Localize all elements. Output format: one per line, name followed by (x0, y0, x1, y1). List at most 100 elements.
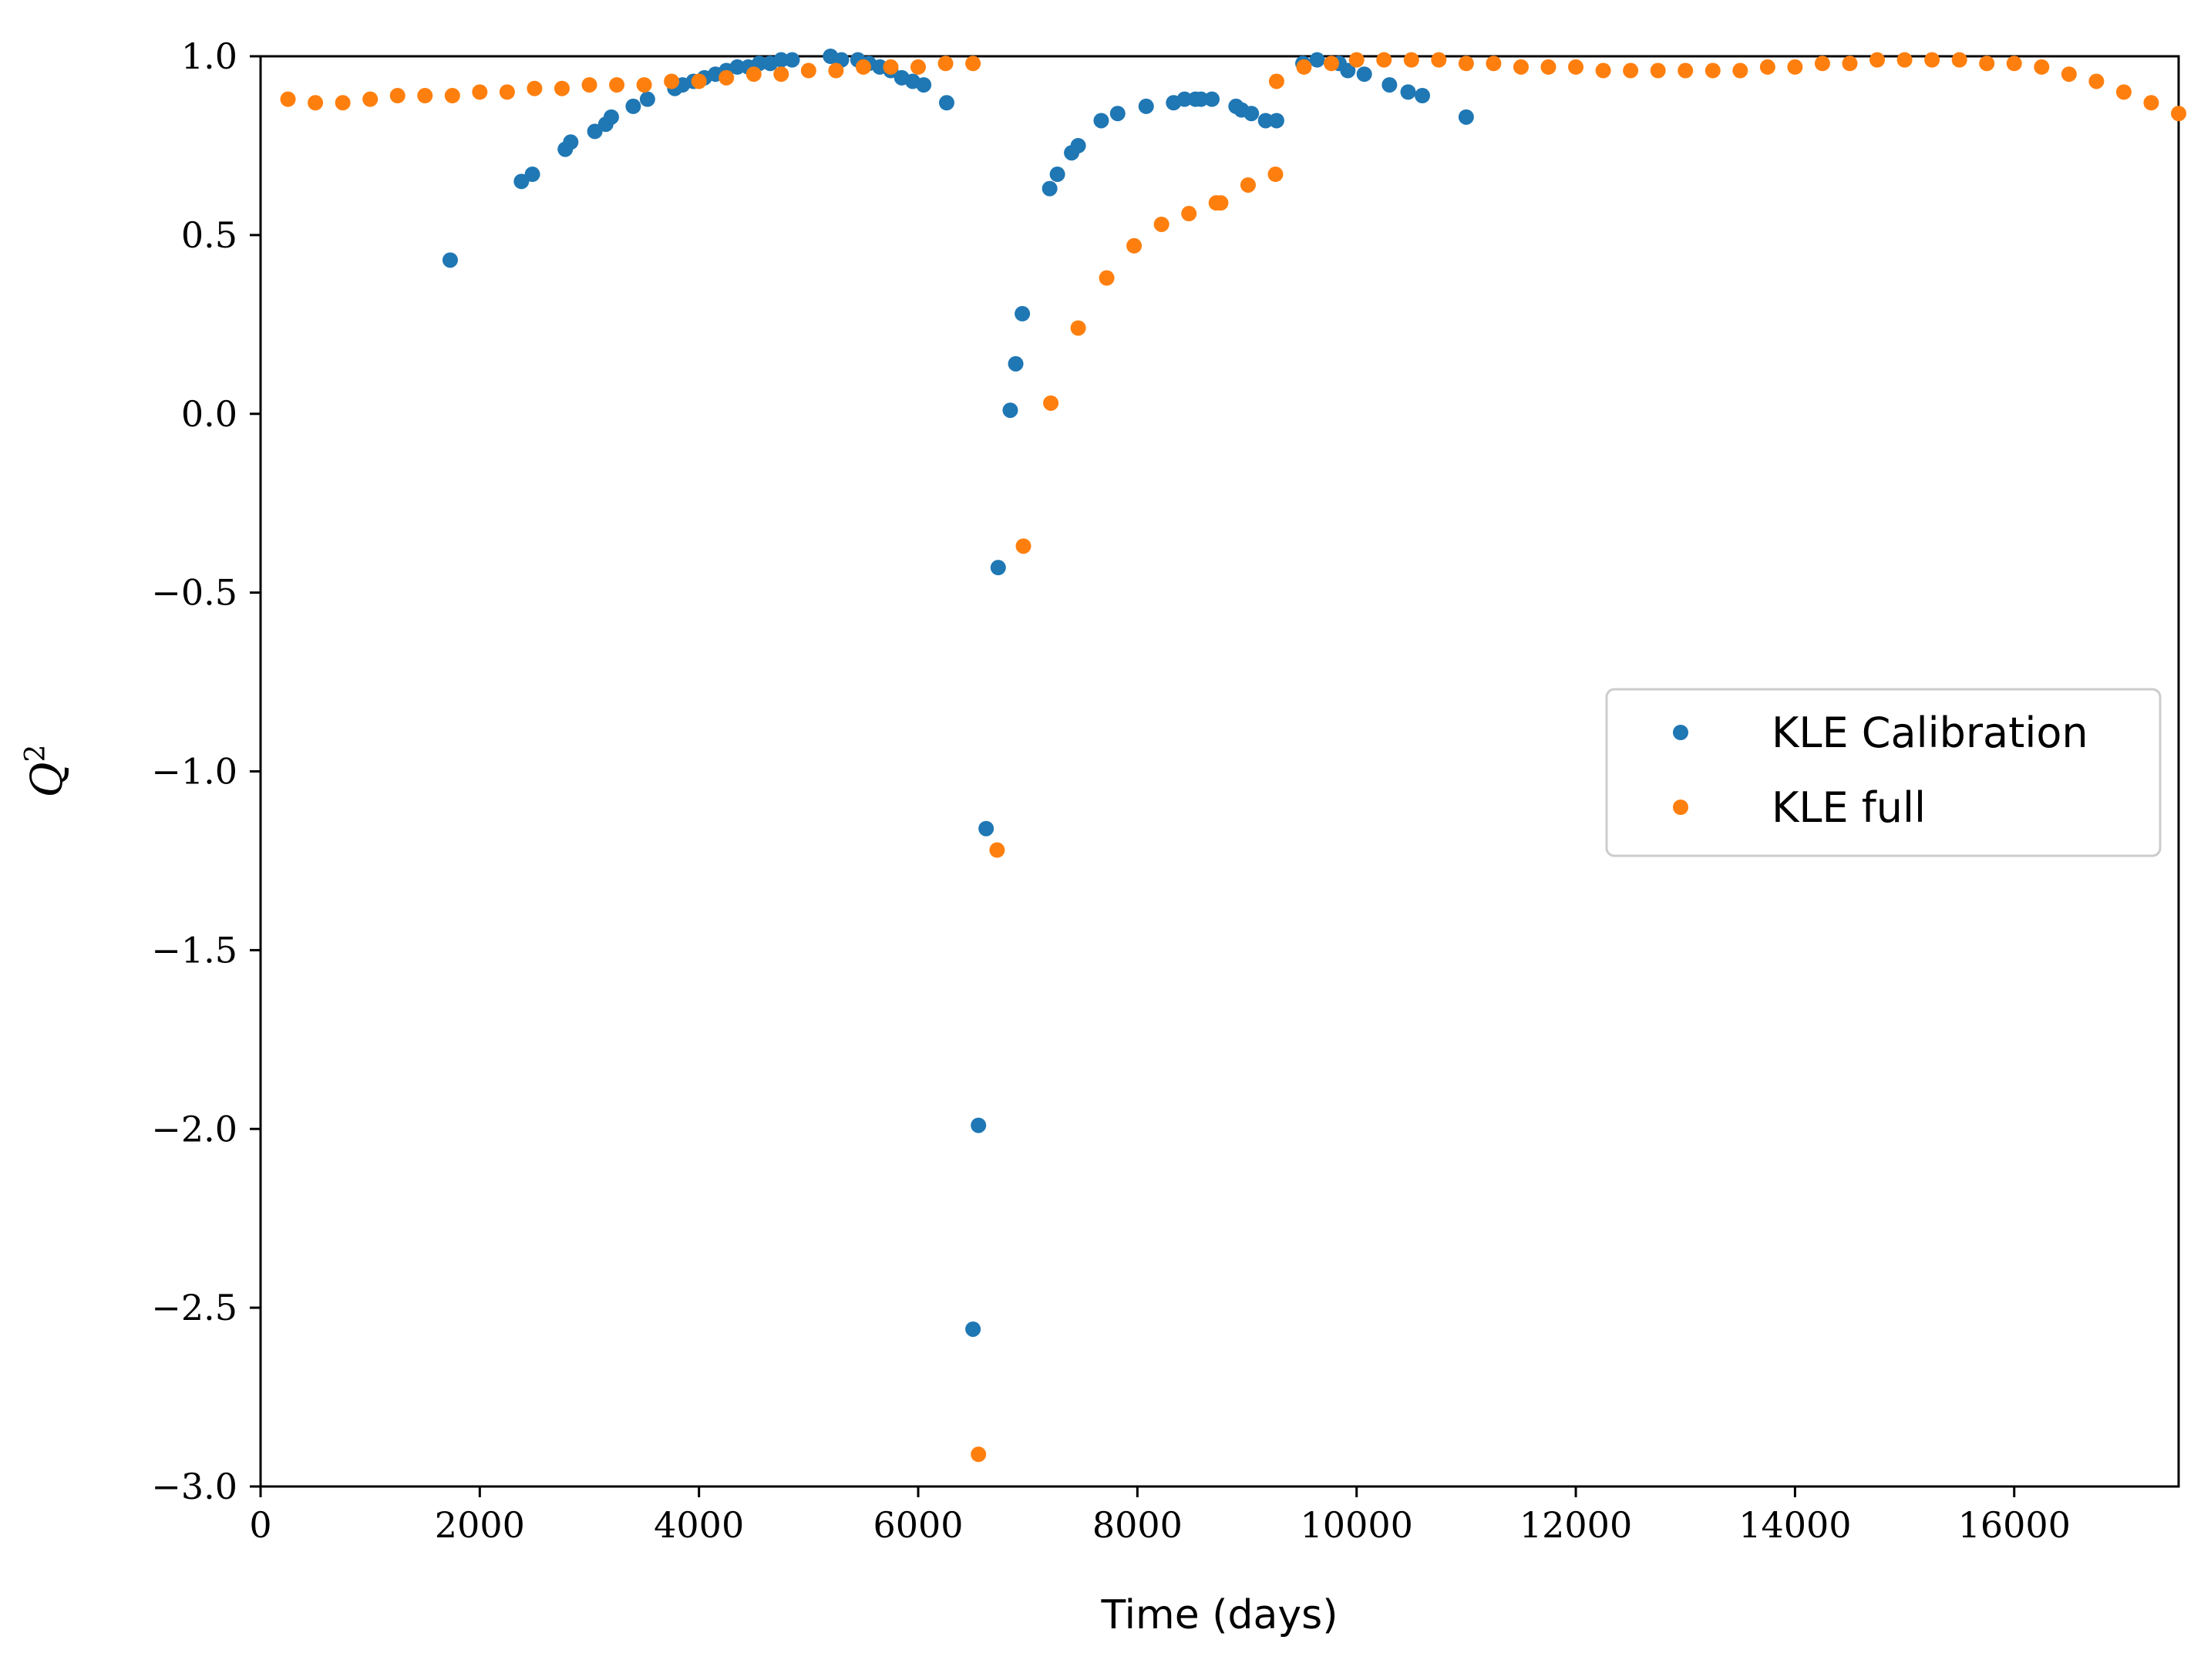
data-point (1070, 320, 1086, 336)
data-point (1268, 73, 1284, 89)
data-point (1458, 56, 1474, 72)
data-point (2061, 66, 2077, 82)
x-axis: 0 2000 4000 6000 8000 10000 12000 14000 16000 (249, 1486, 2071, 1546)
y-tick-label: −3.0 (151, 1466, 237, 1507)
data-point (883, 59, 899, 75)
x-tick-label: 8000 (1092, 1504, 1183, 1546)
data-point (1403, 52, 1419, 68)
x-axis-title: Time (days) (1100, 1592, 1338, 1638)
data-point (729, 59, 745, 75)
data-point (2034, 59, 2050, 75)
data-point (1458, 109, 1474, 125)
data-point (1732, 62, 1748, 79)
legend-marker-kle-full (1673, 800, 1688, 815)
data-point (527, 80, 543, 96)
data-point (335, 95, 351, 111)
x-tick-label: 0 (249, 1504, 271, 1546)
data-point (581, 77, 597, 93)
series-kle-calibration (442, 49, 1474, 1337)
data-point (1650, 62, 1666, 79)
data-point (978, 820, 994, 837)
y-tick-label: 0.0 (181, 393, 237, 435)
data-point (2088, 73, 2105, 89)
data-point (1787, 59, 1803, 75)
data-point (1400, 84, 1416, 100)
data-point (1093, 113, 1109, 129)
data-point (2006, 56, 2022, 72)
data-point (1324, 56, 1340, 72)
y-tick-label: −1.5 (151, 929, 237, 971)
data-point (1896, 52, 1913, 68)
data-point (1842, 56, 1858, 72)
data-point (1257, 113, 1274, 129)
data-point (524, 167, 540, 183)
data-point (828, 62, 844, 79)
data-point (784, 52, 800, 68)
svg-text:Q2: Q2 (20, 745, 72, 798)
data-point (1951, 52, 1967, 68)
data-point (1153, 216, 1169, 232)
data-point (1348, 52, 1365, 68)
data-point (609, 77, 625, 93)
data-point (1705, 62, 1721, 79)
y-axis-title-sup: 2 (20, 745, 52, 763)
data-point (1070, 137, 1086, 153)
data-point (1267, 167, 1284, 183)
data-point (1015, 538, 1031, 554)
data-point (1002, 402, 1018, 419)
data-point (2115, 84, 2132, 100)
data-point (636, 77, 652, 93)
x-tick-label: 16000 (1958, 1504, 2071, 1546)
legend-marker-kle-calibration (1673, 725, 1688, 740)
data-point (800, 62, 816, 79)
data-point (1678, 62, 1694, 79)
legend-label-kle-full: KLE full (1772, 783, 1926, 832)
data-point (472, 84, 488, 100)
data-point (1486, 56, 1502, 72)
data-point (1869, 52, 1886, 68)
data-point (718, 69, 735, 86)
data-point (2171, 106, 2186, 122)
data-point (1296, 59, 1312, 75)
data-point (362, 91, 379, 107)
data-point (1356, 66, 1372, 82)
data-point (1924, 52, 1940, 68)
data-point (1814, 56, 1830, 72)
data-point (1376, 52, 1392, 68)
legend-label-kle-calibration: KLE Calibration (1772, 709, 2088, 757)
data-point (2143, 95, 2159, 111)
data-point (1015, 305, 1031, 322)
data-point (513, 173, 530, 190)
data-point (664, 73, 680, 89)
data-point (1268, 113, 1284, 129)
data-point (910, 59, 927, 75)
data-point (1979, 56, 1995, 72)
data-point (1381, 77, 1398, 93)
data-point (1540, 59, 1556, 75)
data-point (1043, 395, 1059, 411)
data-point (971, 1117, 987, 1133)
x-tick-label: 4000 (654, 1504, 744, 1546)
x-tick-label: 10000 (1301, 1504, 1413, 1546)
y-tick-label: −0.5 (151, 572, 237, 614)
data-point (563, 134, 579, 150)
y-tick-label: −2.5 (151, 1287, 237, 1328)
x-tick-label: 14000 (1738, 1504, 1851, 1546)
series-kle-full (280, 52, 2186, 1463)
data-point (773, 66, 789, 82)
data-point (1415, 88, 1431, 104)
data-point (308, 95, 324, 111)
y-axis-title: Q2 (20, 745, 72, 798)
plot-area (259, 49, 2186, 1488)
data-point (916, 77, 932, 93)
data-point (554, 80, 570, 96)
data-point (1240, 177, 1256, 193)
data-point (1204, 91, 1220, 107)
data-point (1340, 62, 1356, 79)
data-point (1759, 59, 1775, 75)
y-tick-label: −2.0 (151, 1108, 237, 1150)
y-axis: 1.0 0.5 0.0 −0.5 −1.0 −1.5 −2.0 −2.5 −3.0 (151, 35, 261, 1507)
data-point (389, 88, 406, 104)
y-tick-label: −1.0 (151, 751, 237, 793)
data-point (1126, 237, 1143, 254)
